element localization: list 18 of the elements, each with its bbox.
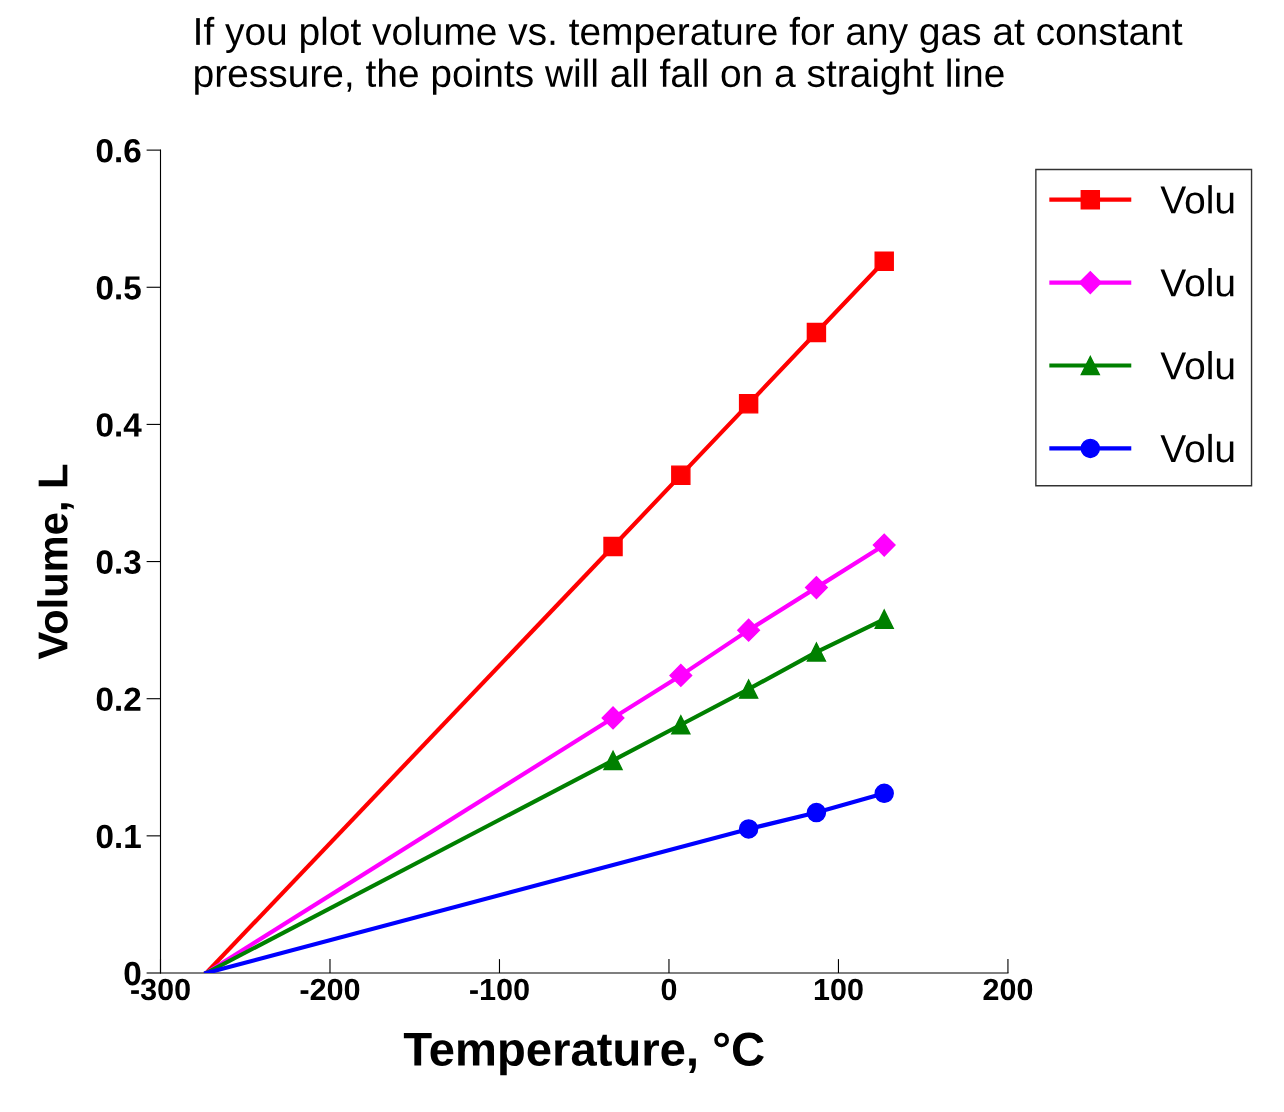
x-tick-label: -100 <box>470 978 529 1001</box>
y-tick-label: 0.6 <box>96 138 141 163</box>
x-tick-label: 100 <box>814 978 863 1001</box>
y-tick-label: 0.5 <box>96 276 141 300</box>
y-tick-label: 0.1 <box>96 824 141 849</box>
y-tick-label: 0.4 <box>96 413 142 437</box>
x-axis-title: Temperature, °C <box>403 1032 764 1076</box>
legend-label: Volu <box>1160 350 1234 380</box>
legend-label: Volu <box>1160 268 1234 297</box>
y-axis-title: Volume, L <box>37 464 74 660</box>
chart-title: If you plot volume vs. temperature for any gas at constant pressure, the points will all fall on a straight line <box>195 16 1183 95</box>
y-tick-label: 0.3 <box>96 550 141 575</box>
x-tick-label: 200 <box>983 978 1033 1001</box>
x-tick-label: -200 <box>300 978 360 1001</box>
legend-label: Volu <box>1160 433 1234 463</box>
legend-label: Volu <box>1160 185 1234 214</box>
y-tick-label: 0.2 <box>96 687 141 712</box>
x-tick-label: 0 <box>661 978 677 1001</box>
